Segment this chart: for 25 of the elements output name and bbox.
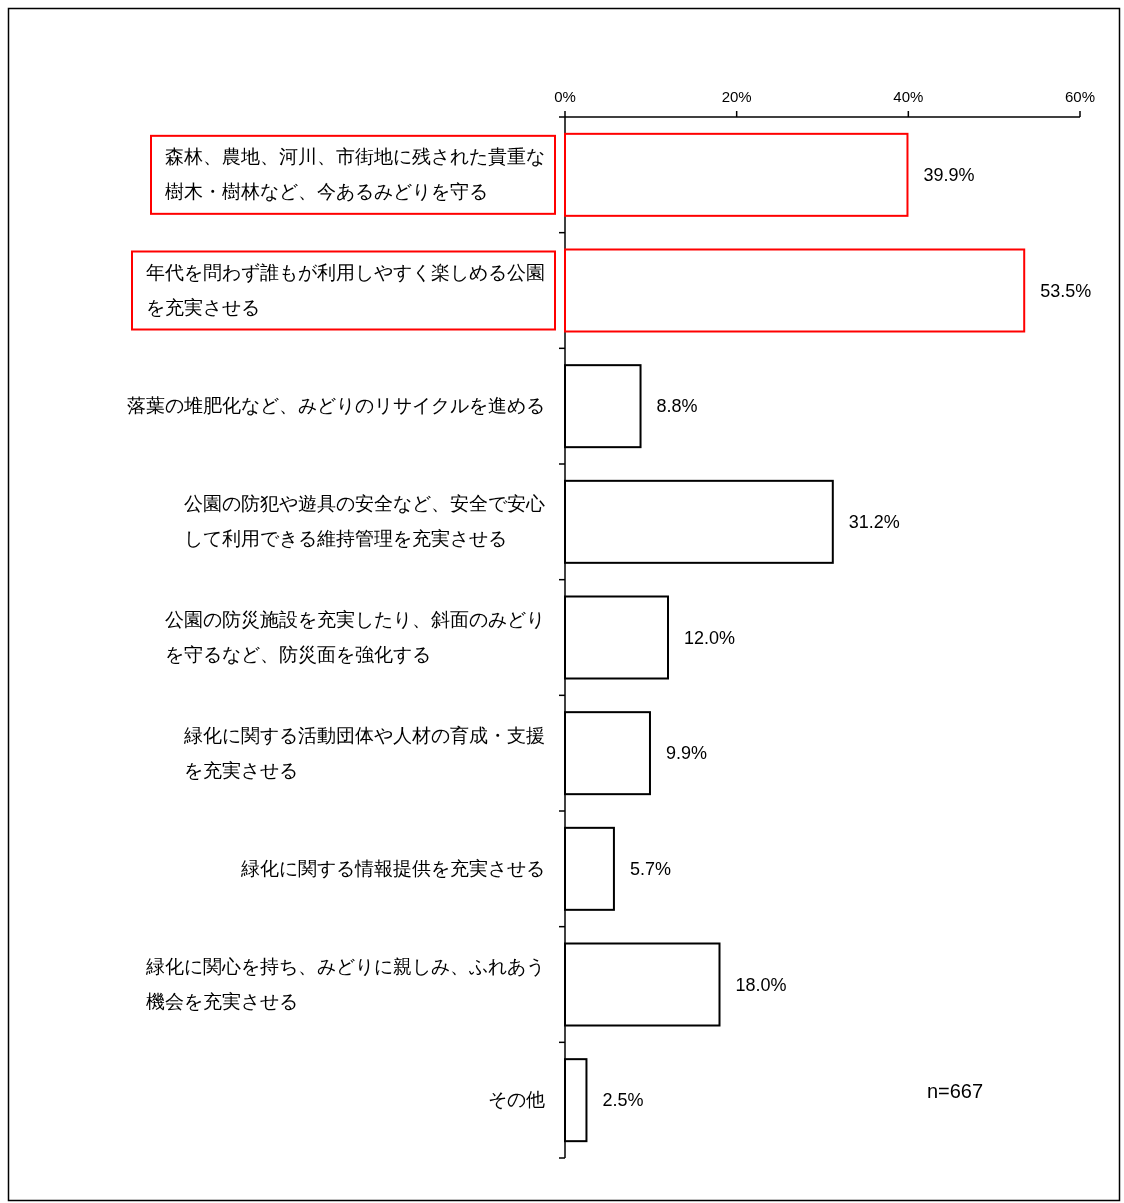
y-tick-label: その他 bbox=[488, 1089, 545, 1111]
x-tick-label: 40% bbox=[893, 88, 924, 105]
x-tick-label: 20% bbox=[721, 88, 752, 105]
data-label: 39.9% bbox=[923, 164, 975, 185]
y-tick-label: 年代を問わず誰もが利用しやすく楽しめる公園を充実させる bbox=[146, 262, 545, 318]
y-tick-label: 落葉の堆肥化など、みどりのリサイクルを進める bbox=[127, 395, 545, 417]
y-tick-label: 緑化に関心を持ち、みどりに親しみ、ふれあう機会を充実させる bbox=[145, 956, 545, 1012]
data-label: 12.0% bbox=[684, 627, 736, 648]
data-label: 53.5% bbox=[1040, 280, 1092, 301]
data-label: 18.0% bbox=[735, 974, 787, 995]
x-tick-label: 0% bbox=[554, 88, 576, 105]
bar bbox=[564, 132, 909, 217]
data-label: 31.2% bbox=[848, 511, 900, 532]
y-tick-label: 緑化に関する情報提供を充実させる bbox=[240, 857, 545, 879]
annotation: n=667 bbox=[926, 1080, 984, 1102]
bar bbox=[564, 248, 1026, 333]
y-tick-label: 公園の防犯や遊具の安全など、安全で安心して利用できる維持管理を充実させる bbox=[184, 493, 545, 550]
data-label: 5.7% bbox=[629, 858, 671, 879]
data-label: 2.5% bbox=[602, 1090, 644, 1111]
data-label: 8.8% bbox=[656, 396, 698, 417]
y-tick-label: 緑化に関する活動団体や人材の育成・支援を充実させる bbox=[183, 724, 545, 781]
y-tick-label: 公園の防災施設を充実したり、斜面のみどりを守るなど、防災面を強化する bbox=[165, 609, 545, 665]
data-label: 9.9% bbox=[665, 743, 708, 764]
y-tick-label: 森林、農地、河川、市街地に残された貴重な樹木・樹林など、今あるみどりを守る bbox=[165, 146, 545, 203]
x-tick-label: 60% bbox=[1064, 88, 1096, 105]
